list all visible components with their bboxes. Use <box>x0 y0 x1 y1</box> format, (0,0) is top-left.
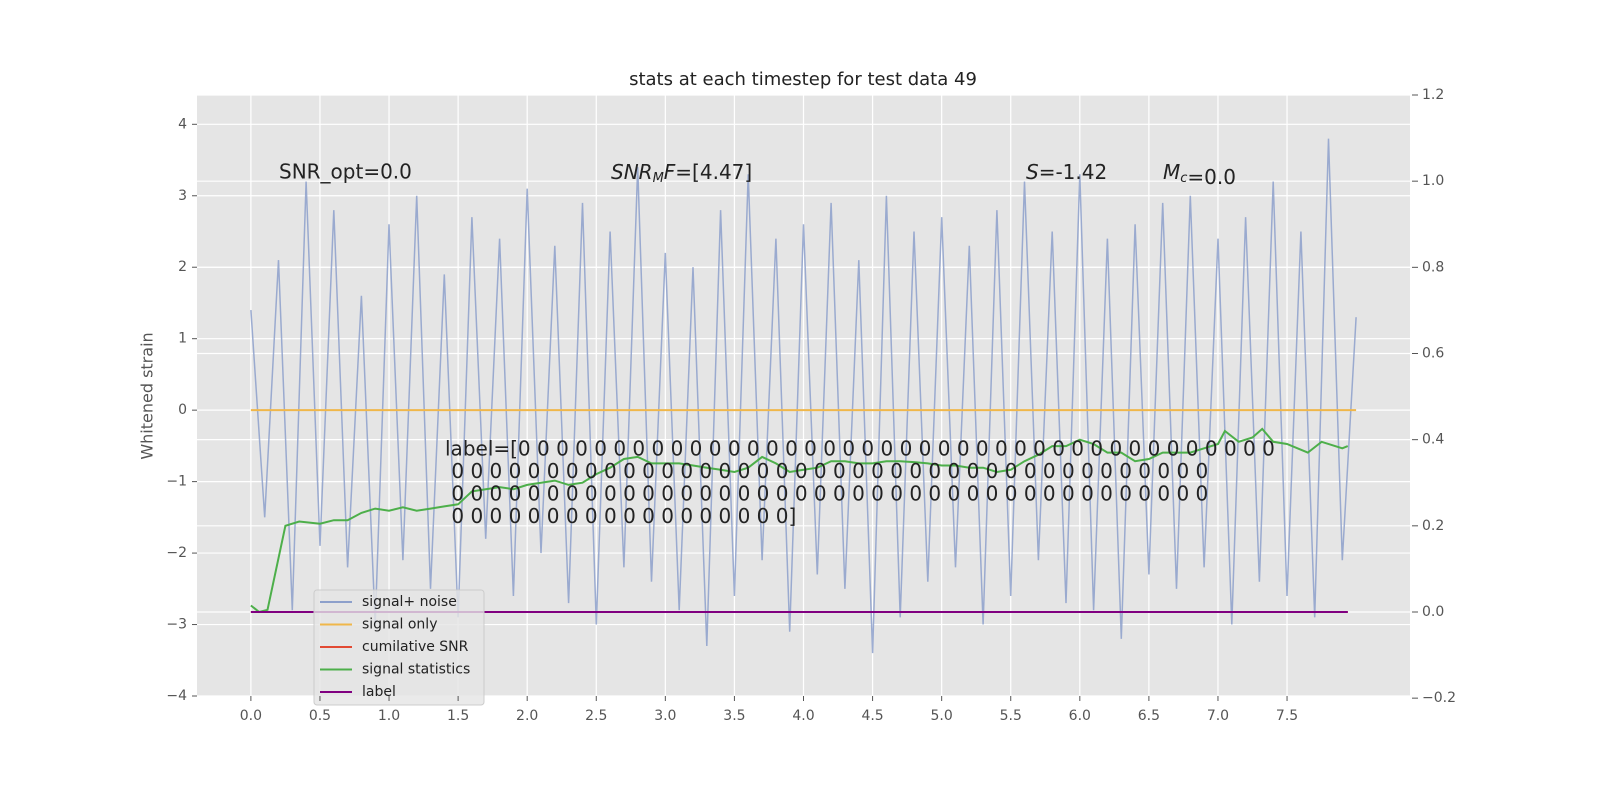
x-tick-label: 7.5 <box>1276 708 1298 724</box>
x-tick-label: 5.5 <box>1000 708 1022 724</box>
y2-tick-label: 1.2 <box>1422 87 1444 103</box>
label-annotation: 0 0 0 0 0 0 0 0 0 0 0 0 0 0 0 0 0 0 0 0 … <box>445 459 1208 483</box>
legend-label: signal statistics <box>362 662 470 678</box>
x-tick-label: 3.0 <box>654 708 676 724</box>
x-tick-label: 7.0 <box>1207 708 1229 724</box>
legend-box <box>313 589 485 706</box>
x-tick-label: 1.5 <box>447 708 469 724</box>
annotation: S=-1.42 <box>1026 160 1107 184</box>
label-annotation: 0 0 0 0 0 0 0 0 0 0 0 0 0 0 0 0 0 0 0 0 … <box>445 482 1208 506</box>
legend-label: label <box>362 684 396 700</box>
annotation: Mc=0.0 <box>1163 160 1236 189</box>
y2-tick-label: 0.2 <box>1422 518 1444 534</box>
x-tick-label: 6.5 <box>1138 708 1160 724</box>
y2-tick-label: 0.0 <box>1422 604 1444 620</box>
x-tick-label: 2.0 <box>516 708 538 724</box>
y-tick-label: 0 <box>178 402 187 418</box>
annotation: SNR_opt=0.0 <box>279 160 412 184</box>
legend-label: cumilative SNR <box>362 639 469 655</box>
y2-tick-label: 0.4 <box>1422 432 1444 448</box>
label-annotation: 0 0 0 0 0 0 0 0 0 0 0 0 0 0 0 0 0 0] <box>445 504 796 528</box>
y2-tick-label: −0.2 <box>1422 690 1456 706</box>
chart-title: stats at each timestep for test data 49 <box>629 69 977 90</box>
y-tick-label: 1 <box>178 331 187 347</box>
y-tick-label: −2 <box>166 545 187 561</box>
x-tick-label: 3.5 <box>723 708 745 724</box>
y-tick-label: 4 <box>178 116 187 132</box>
annotations: SNR_opt=0.0 SNRMF=[4.47] S=-1.42 Mc=0.0 labe… <box>279 160 1275 529</box>
y2-tick-label: 1.0 <box>1422 173 1444 189</box>
x-tick-label: 6.0 <box>1069 708 1091 724</box>
y-tick-label: −1 <box>166 474 187 490</box>
series-line <box>250 138 1357 654</box>
y2-tick-label: 0.6 <box>1422 345 1444 361</box>
x-tick-label: 0.0 <box>240 708 262 724</box>
x-tick-label: 4.5 <box>861 708 883 724</box>
label-annotation: label=[0 0 0 0 0 0 0 0 0 0 0 0 0 0 0 0 0… <box>445 437 1275 461</box>
x-tick-label: 1.0 <box>378 708 400 724</box>
x-tick-label: 0.5 <box>309 708 331 724</box>
legend-label: signal+ noise <box>362 594 457 610</box>
y2-tick-label: 0.8 <box>1422 259 1444 275</box>
x-tick-label: 5.0 <box>931 708 953 724</box>
y-tick-label: 2 <box>178 259 187 275</box>
x-tick-label: 2.5 <box>585 708 607 724</box>
series-line <box>250 427 1349 614</box>
x-tick-label: 4.0 <box>792 708 814 724</box>
y-tick-label: −3 <box>166 617 187 633</box>
legend: signal+ noise signal only cumilative SNR si… <box>313 589 485 706</box>
y-axis-label: Whitened strain <box>138 332 157 459</box>
annotation: SNRMF=[4.47] <box>611 160 752 186</box>
y-tick-label: −4 <box>166 688 187 704</box>
y-tick-label: 3 <box>178 188 187 204</box>
legend-label: signal only <box>362 617 437 633</box>
